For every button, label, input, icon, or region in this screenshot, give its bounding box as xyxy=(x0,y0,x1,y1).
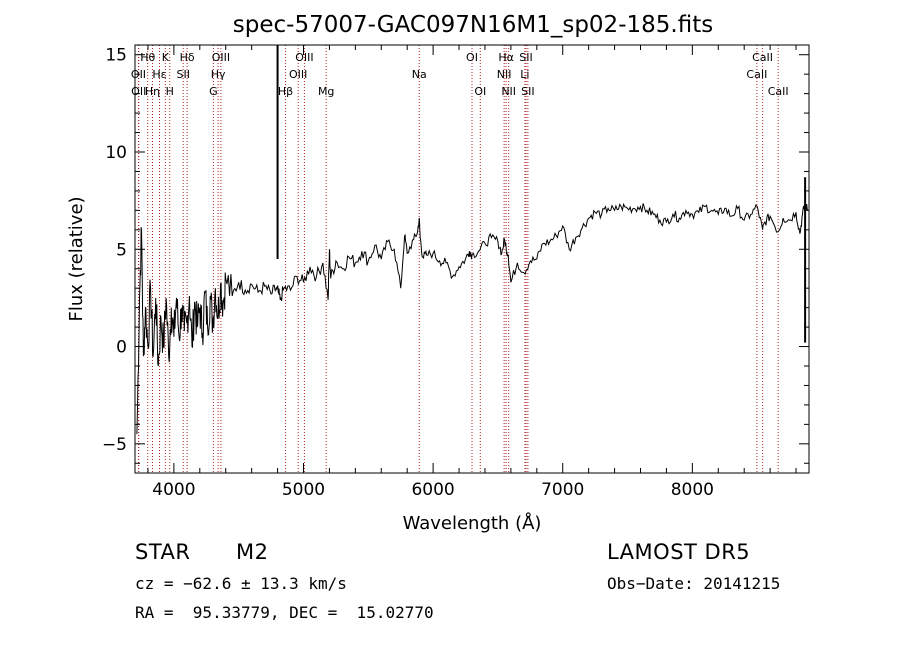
line-label: G xyxy=(209,85,218,98)
plot-frame xyxy=(134,44,810,474)
line-label: SII xyxy=(521,85,534,98)
y-tick-label: −5 xyxy=(102,435,127,455)
x-tick-label: 8000 xyxy=(671,480,714,500)
chart-title: spec-57007-GAC097N16M1_sp02-185.fits xyxy=(233,12,713,38)
y-tick-label: 15 xyxy=(105,46,127,66)
redshift-cz: cz = −62.6 ± 13.3 km/s xyxy=(135,574,347,593)
line-label: Hβ xyxy=(278,85,293,98)
axes: 4000 5000 6000 7000 8000 −5 0 5 10 15 xyxy=(102,45,809,500)
line-label: OI xyxy=(466,51,478,64)
line-label: CaII xyxy=(768,85,789,98)
line-label: NII xyxy=(497,68,512,81)
line-label: Mg xyxy=(318,85,334,98)
y-tick-label: 0 xyxy=(116,338,127,358)
spectrum-line xyxy=(136,202,809,435)
line-label: Hδ xyxy=(180,51,195,64)
line-label: CaII xyxy=(752,51,773,64)
x-tick-label: 5000 xyxy=(282,480,325,500)
object-class: STAR xyxy=(135,540,191,564)
line-label: CaII xyxy=(746,68,767,81)
y-axis-label: Flux (relative) xyxy=(66,196,87,321)
y-tick-label: 10 xyxy=(105,143,127,163)
line-label: OIII xyxy=(212,51,230,64)
line-label: OIII xyxy=(289,68,307,81)
y-tick-label: 5 xyxy=(116,240,127,260)
line-label: K xyxy=(162,51,170,64)
x-tick-label: 4000 xyxy=(152,480,195,500)
x-tick-label: 6000 xyxy=(411,480,454,500)
line-label: Hη xyxy=(145,85,160,98)
x-tick-label: 7000 xyxy=(541,480,584,500)
line-label: Na xyxy=(412,68,427,81)
line-label: Hε xyxy=(152,68,166,81)
line-label: H xyxy=(166,85,174,98)
line-label: NII xyxy=(501,85,516,98)
line-label: Li xyxy=(520,68,529,81)
line-label: SII xyxy=(176,68,189,81)
spectrum-series xyxy=(136,45,809,435)
line-label: Hγ xyxy=(211,68,226,81)
x-axis-label: Wavelength (Å) xyxy=(403,512,542,534)
line-label: Hα xyxy=(498,51,514,64)
line-label: SII xyxy=(519,51,532,64)
observation-date: Obs−Date: 20141215 xyxy=(607,574,781,593)
line-label: OIII xyxy=(295,51,313,64)
survey-name: LAMOST DR5 xyxy=(607,540,751,564)
object-subclass: M2 xyxy=(236,540,269,564)
line-label: Hθ xyxy=(140,51,155,64)
coordinates: RA = 95.33779, DEC = 15.02770 xyxy=(135,603,434,622)
spectral-line-markers xyxy=(137,45,779,473)
line-label: OI xyxy=(474,85,486,98)
